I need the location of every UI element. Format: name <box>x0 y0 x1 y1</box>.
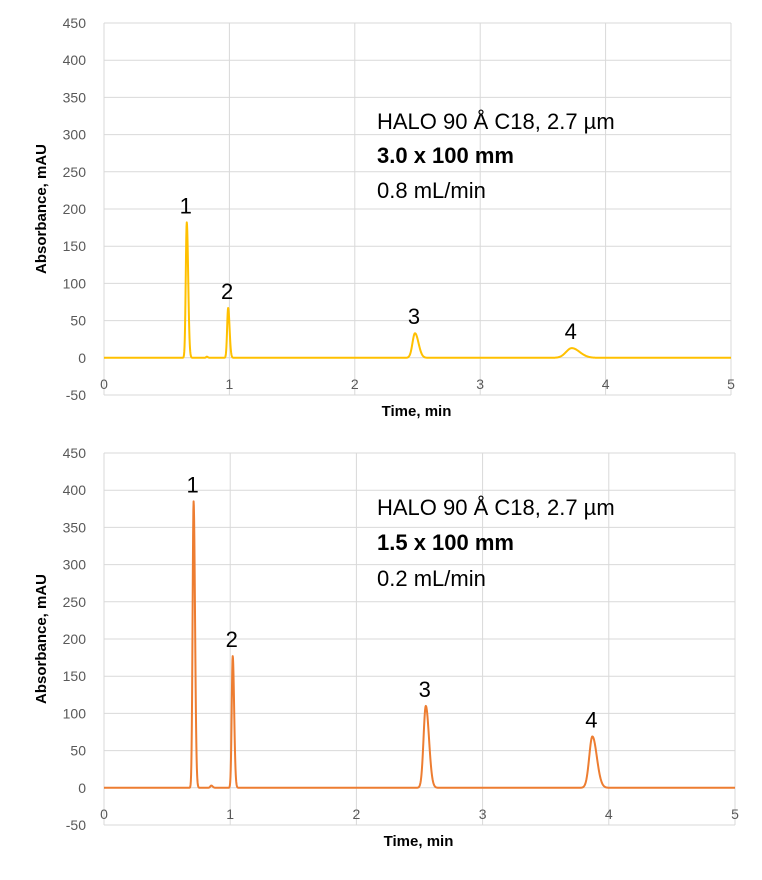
column-dimensions: 1.5 x 100 mm <box>377 530 514 555</box>
peak-label-2: 2 <box>226 627 238 652</box>
y-tick-label: 450 <box>63 445 87 461</box>
flow-rate: 0.2 mL/min <box>377 566 486 591</box>
y-tick-label: 200 <box>63 631 87 647</box>
x-tick-label: 0 <box>100 806 108 822</box>
y-tick-label: 100 <box>63 705 87 721</box>
x-tick-label: 2 <box>351 376 359 392</box>
x-axis-title: Time, min <box>382 403 452 420</box>
y-tick-label: 250 <box>63 164 87 180</box>
peak-label-1: 1 <box>180 193 192 218</box>
chart-1: -50 0 50 100 150 200 250 300 350 400 450 0 1 2 3 4 5 Time… <box>33 15 735 420</box>
y-tick-label: -50 <box>66 817 86 833</box>
y-tick-label: 50 <box>70 743 86 759</box>
x-tick-label: 4 <box>605 806 613 822</box>
y-tick-label: 300 <box>63 127 87 143</box>
x-tick-label: 3 <box>479 806 487 822</box>
x-tick-label: 4 <box>602 376 610 392</box>
y-tick-label: 350 <box>63 89 87 105</box>
x-tick-label: 3 <box>476 376 484 392</box>
column-label: HALO 90 Å C18, 2.7 µm <box>377 109 615 134</box>
peak-label-3: 3 <box>419 677 431 702</box>
y-tick-label: 150 <box>63 668 87 684</box>
y-tick-label: 200 <box>63 201 87 217</box>
y-tick-label: -50 <box>66 387 86 403</box>
y-tick-label: 250 <box>63 594 87 610</box>
x-tick-label: 5 <box>727 376 735 392</box>
chromatogram-trace <box>103 500 736 789</box>
peak-label-4: 4 <box>565 319 577 344</box>
y-axis-title: Absorbance, mAU <box>33 144 50 274</box>
chart-2: -50 0 50 100 150 200 250 300 350 400 450 0 1 2 3 4 5 Time… <box>33 445 739 850</box>
y-tick-label: 50 <box>70 313 86 329</box>
y-tick-label: 300 <box>63 557 87 573</box>
x-axis-title: Time, min <box>384 833 454 850</box>
y-tick-label: 100 <box>63 275 87 291</box>
y-tick-label: 350 <box>63 519 87 535</box>
y-tick-label: 150 <box>63 238 87 254</box>
x-tick-label: 0 <box>100 376 108 392</box>
column-dimensions: 3.0 x 100 mm <box>377 143 514 168</box>
x-tick-label: 1 <box>226 376 234 392</box>
chromatogram-trace <box>103 221 732 359</box>
flow-rate: 0.8 mL/min <box>377 178 486 203</box>
column-label: HALO 90 Å C18, 2.7 µm <box>377 495 615 520</box>
y-tick-label: 450 <box>63 15 87 31</box>
y-tick-label: 400 <box>63 52 87 68</box>
y-tick-label: 0 <box>78 780 86 796</box>
peak-label-1: 1 <box>186 472 198 497</box>
peak-label-3: 3 <box>408 304 420 329</box>
peak-label-4: 4 <box>585 707 597 732</box>
y-tick-label: 400 <box>63 482 87 498</box>
x-tick-label: 2 <box>353 806 361 822</box>
peak-label-2: 2 <box>221 279 233 304</box>
y-axis-title: Absorbance, mAU <box>33 574 50 704</box>
x-tick-label: 1 <box>226 806 234 822</box>
y-tick-label: 0 <box>78 350 86 366</box>
x-tick-label: 5 <box>731 806 739 822</box>
